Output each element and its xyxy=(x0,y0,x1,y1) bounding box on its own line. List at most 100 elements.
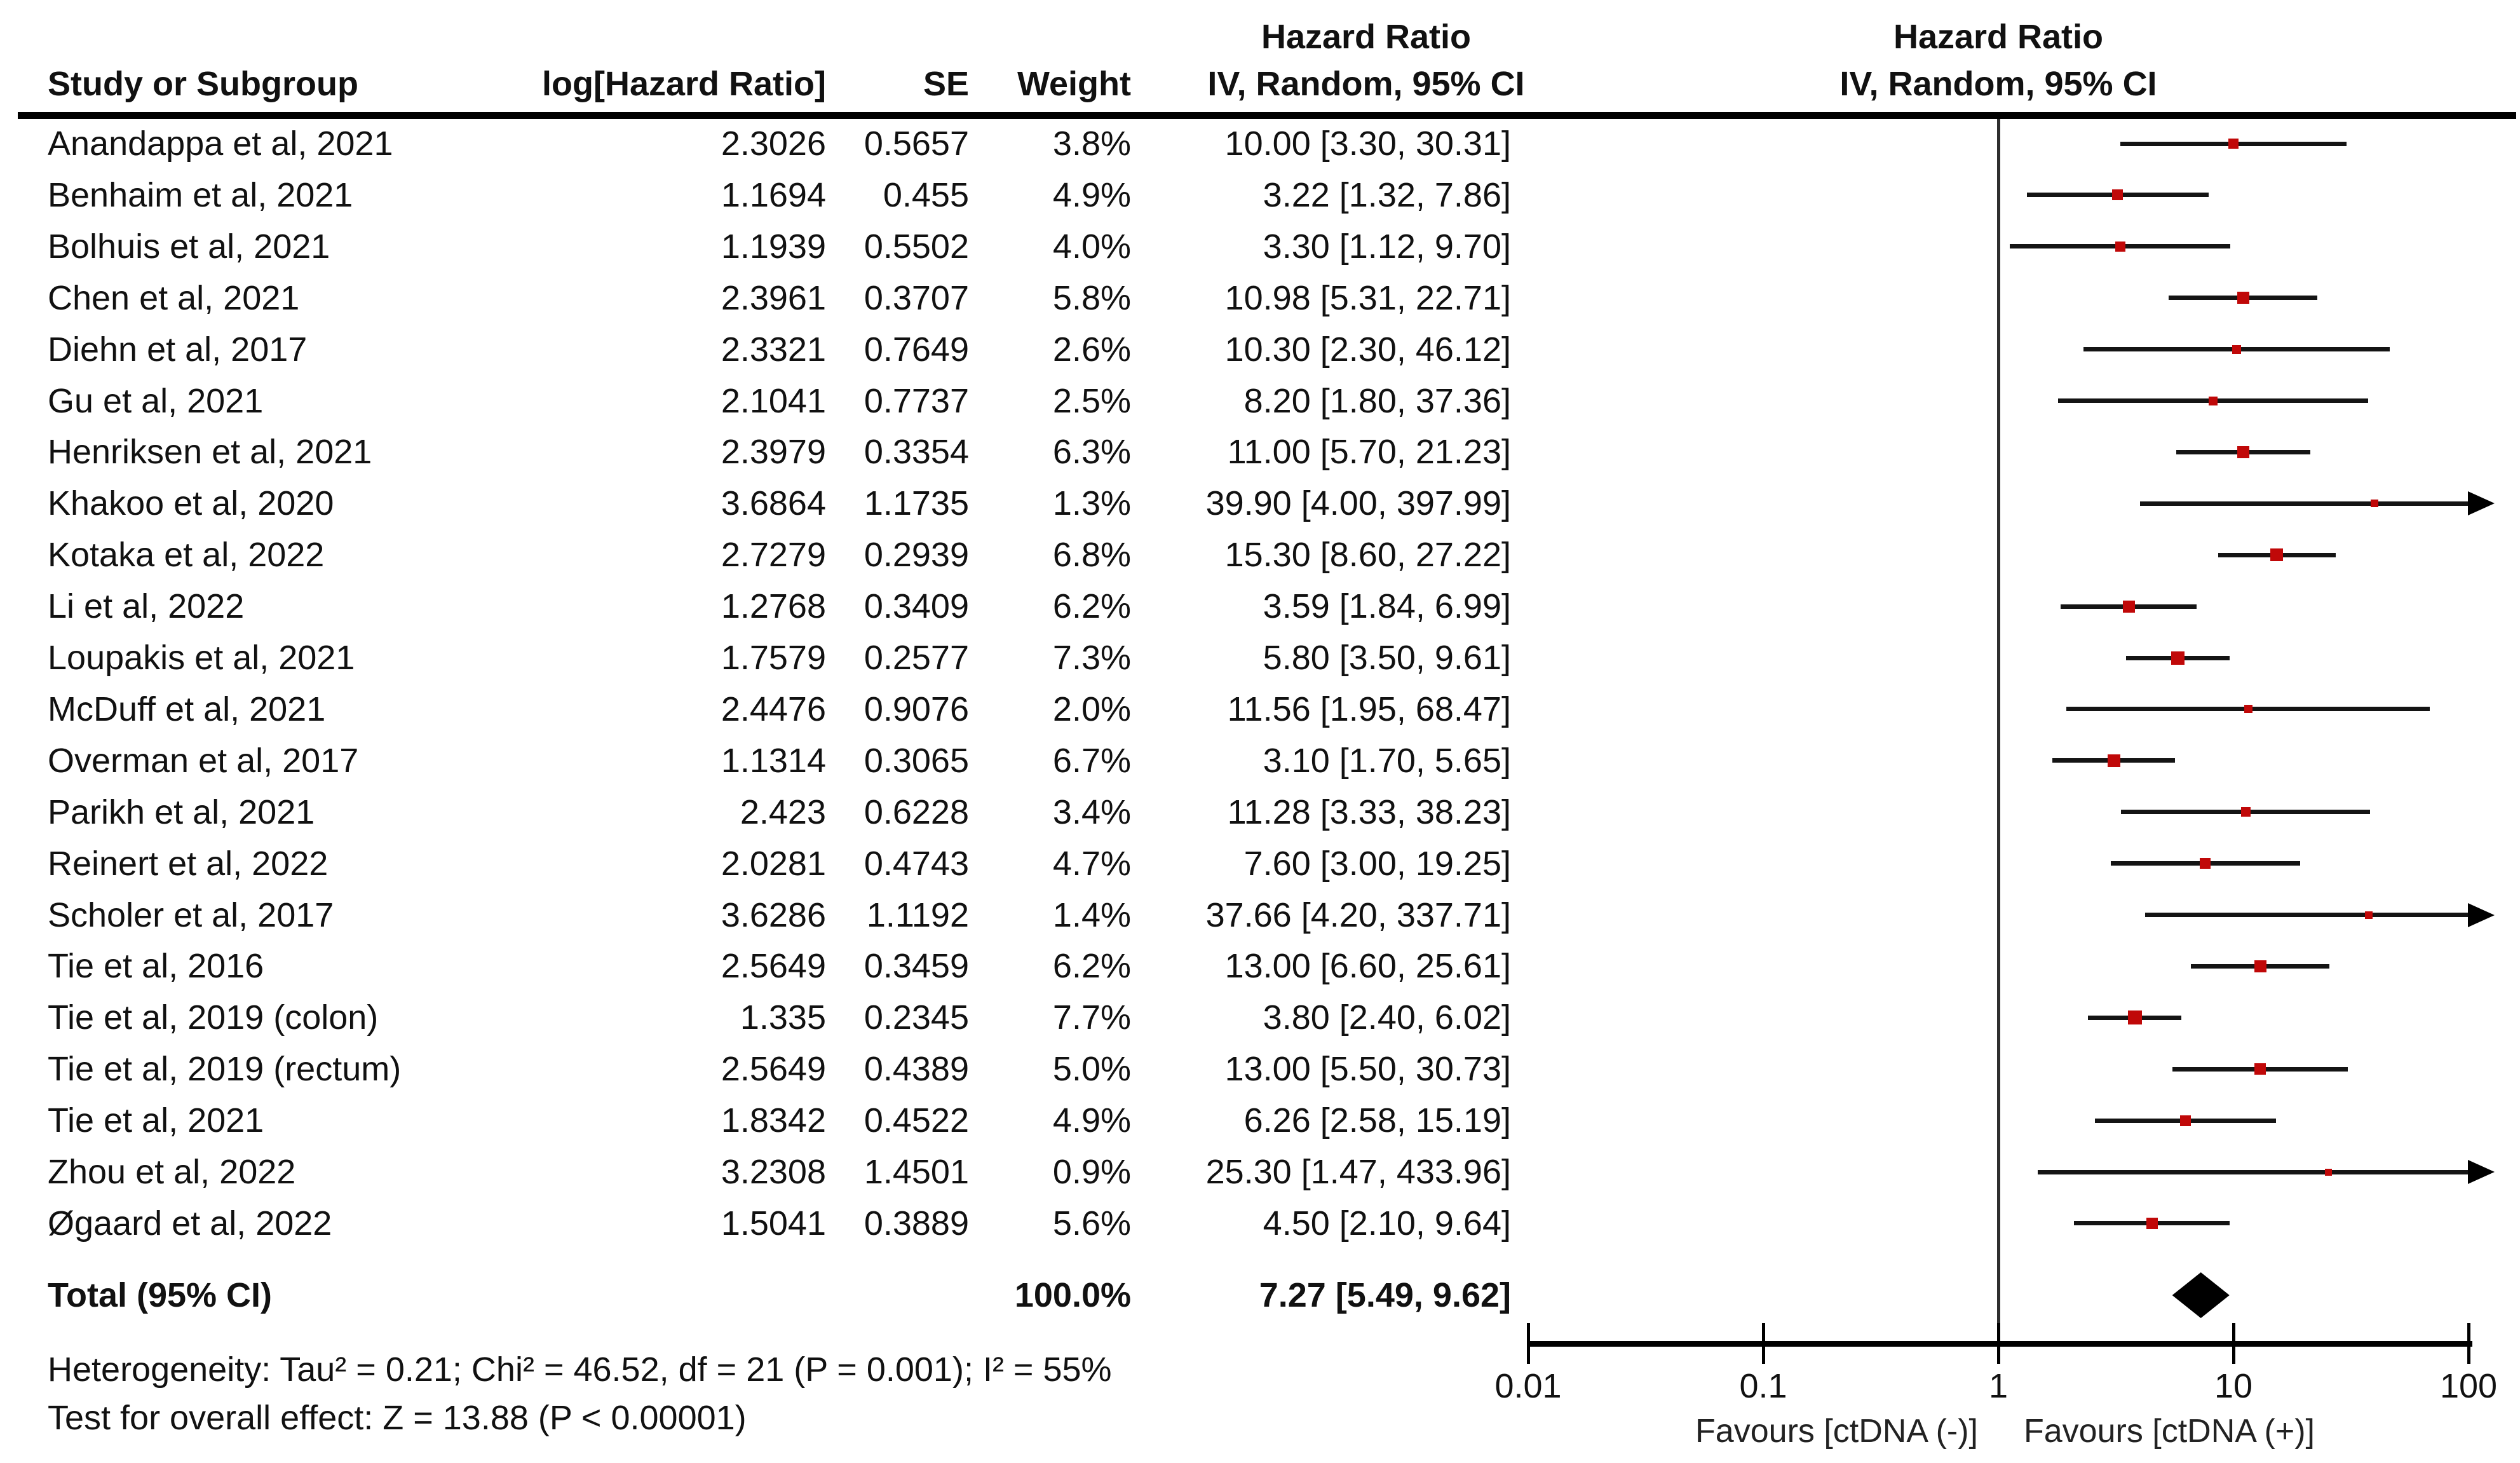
point-estimate-marker xyxy=(2112,189,2124,201)
plot-header-iv-random: IV, Random, 95% CI xyxy=(1839,65,2157,103)
total-weight: 100.0% xyxy=(1014,1276,1131,1314)
axis-tick-label: 1 xyxy=(1988,1367,2009,1405)
point-estimate-marker xyxy=(2324,1168,2332,1176)
study-loghr: 3.2308 xyxy=(721,1153,826,1191)
summary-diamond xyxy=(2172,1272,2230,1318)
ci-line xyxy=(2144,913,2468,917)
study-loghr: 1.7579 xyxy=(721,639,826,677)
study-loghr: 1.1939 xyxy=(721,227,826,266)
study-weight: 4.9% xyxy=(1052,175,1131,214)
point-estimate-marker xyxy=(2171,651,2185,665)
axis-tick-label: 100 xyxy=(2439,1367,2498,1405)
study-se: 0.7649 xyxy=(864,330,969,369)
study-weight: 5.0% xyxy=(1052,1050,1131,1089)
column-header-study: Study or Subgroup xyxy=(48,65,358,103)
axis-tick-label: 10 xyxy=(2214,1367,2253,1405)
study-name: Tie et al, 2019 (rectum) xyxy=(48,1050,402,1089)
study-weight: 5.6% xyxy=(1052,1204,1131,1242)
study-loghr: 3.6286 xyxy=(721,895,826,934)
point-estimate-marker xyxy=(2115,241,2125,252)
point-estimate-marker xyxy=(2237,292,2249,304)
study-se: 0.3065 xyxy=(864,741,969,780)
point-estimate-marker xyxy=(2371,500,2379,508)
total-ci: 7.27 [5.49, 9.62] xyxy=(1259,1276,1511,1314)
ci-line xyxy=(2139,501,2468,506)
study-loghr: 2.3961 xyxy=(721,278,826,317)
study-loghr: 2.3026 xyxy=(721,125,826,163)
x-axis-line xyxy=(1528,1341,2472,1347)
ci-arrow-right-icon xyxy=(2468,491,2495,516)
study-ci: 3.80 [2.40, 6.02] xyxy=(1263,998,1511,1037)
study-loghr: 1.1314 xyxy=(721,741,826,780)
axis-tick xyxy=(1527,1323,1530,1364)
study-name: Tie et al, 2016 xyxy=(48,947,264,986)
study-weight: 5.8% xyxy=(1052,278,1131,317)
study-weight: 1.4% xyxy=(1052,895,1131,934)
study-se: 0.4522 xyxy=(864,1101,969,1140)
study-weight: 4.0% xyxy=(1052,227,1131,266)
study-ci: 4.50 [2.10, 9.64] xyxy=(1263,1204,1511,1242)
point-estimate-marker xyxy=(2232,344,2241,354)
study-ci: 10.98 [5.31, 22.71] xyxy=(1224,278,1511,317)
study-se: 0.3707 xyxy=(864,278,969,317)
study-ci: 15.30 [8.60, 27.22] xyxy=(1224,536,1511,575)
point-estimate-marker xyxy=(2270,548,2284,562)
study-ci: 5.80 [3.50, 9.61] xyxy=(1263,639,1511,677)
study-se: 0.3459 xyxy=(864,947,969,986)
column-header-se: SE xyxy=(923,65,969,103)
study-se: 0.2577 xyxy=(864,639,969,677)
study-ci: 39.90 [4.00, 397.99] xyxy=(1205,484,1511,523)
study-se: 0.5502 xyxy=(864,227,969,266)
study-weight: 6.2% xyxy=(1052,587,1131,626)
favours-right-label: Favours [ctDNA (+)] xyxy=(2024,1413,2315,1450)
study-name: Loupakis et al, 2021 xyxy=(48,639,355,677)
study-loghr: 1.335 xyxy=(740,998,826,1037)
study-se: 0.7737 xyxy=(864,381,969,420)
study-se: 0.3889 xyxy=(864,1204,969,1242)
column-header-weight: Weight xyxy=(1017,65,1131,103)
axis-tick xyxy=(2232,1323,2235,1364)
ci-line xyxy=(2037,1169,2468,1174)
study-loghr: 2.7279 xyxy=(721,536,826,575)
study-se: 0.6228 xyxy=(864,793,969,831)
study-weight: 2.0% xyxy=(1052,690,1131,728)
study-weight: 7.3% xyxy=(1052,639,1131,677)
study-ci: 8.20 [1.80, 37.36] xyxy=(1243,381,1511,420)
study-name: Khakoo et al, 2020 xyxy=(48,484,334,523)
point-estimate-marker xyxy=(2127,1010,2142,1025)
study-loghr: 2.3979 xyxy=(721,433,826,472)
study-ci: 11.28 [3.33, 38.23] xyxy=(1227,793,1511,831)
column-header-loghr: log[Hazard Ratio] xyxy=(541,65,826,103)
study-se: 1.1192 xyxy=(866,895,969,934)
study-loghr: 2.5649 xyxy=(721,1050,826,1089)
point-estimate-marker xyxy=(2146,1217,2158,1229)
study-ci: 11.00 [5.70, 21.23] xyxy=(1227,433,1511,472)
ci-arrow-right-icon xyxy=(2468,1160,2495,1184)
study-weight: 2.5% xyxy=(1052,381,1131,420)
study-ci: 25.30 [1.47, 433.96] xyxy=(1205,1153,1511,1191)
study-ci: 37.66 [4.20, 337.71] xyxy=(1205,895,1511,934)
study-loghr: 1.8342 xyxy=(721,1101,826,1140)
study-name: Overman et al, 2017 xyxy=(48,741,359,780)
study-loghr: 2.5649 xyxy=(721,947,826,986)
study-name: McDuff et al, 2021 xyxy=(48,690,326,728)
axis-tick-label: 0.01 xyxy=(1494,1367,1562,1405)
point-estimate-marker xyxy=(2180,1115,2191,1126)
column-header-hazard-ratio: Hazard Ratio xyxy=(1261,18,1472,56)
study-se: 0.455 xyxy=(883,175,969,214)
study-weight: 6.7% xyxy=(1052,741,1131,780)
study-name: Øgaard et al, 2022 xyxy=(48,1204,332,1242)
study-name: Bolhuis et al, 2021 xyxy=(48,227,330,266)
study-loghr: 2.1041 xyxy=(721,381,826,420)
study-se: 0.3354 xyxy=(864,433,969,472)
ci-arrow-right-icon xyxy=(2468,902,2495,927)
total-label: Total (95% CI) xyxy=(48,1276,273,1314)
point-estimate-marker xyxy=(2107,754,2120,767)
point-estimate-marker xyxy=(2122,600,2135,613)
axis-tick xyxy=(2467,1323,2470,1364)
point-estimate-marker xyxy=(2254,960,2266,972)
study-loghr: 2.423 xyxy=(740,793,826,831)
study-loghr: 2.4476 xyxy=(721,690,826,728)
study-weight: 3.8% xyxy=(1052,125,1131,163)
point-estimate-marker xyxy=(2240,807,2251,817)
